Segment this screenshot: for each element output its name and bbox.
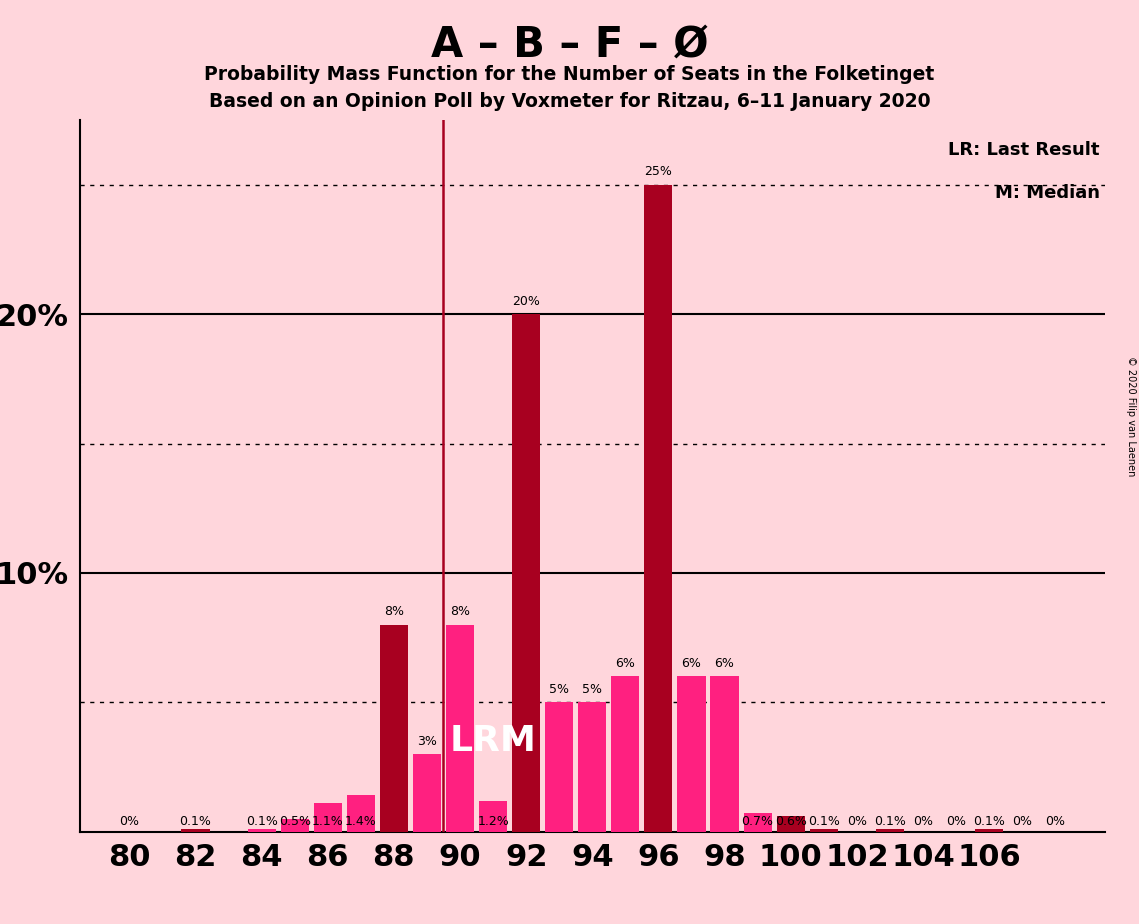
Text: 0.1%: 0.1% bbox=[973, 816, 1005, 829]
Text: LRM: LRM bbox=[450, 724, 536, 758]
Text: 8%: 8% bbox=[384, 605, 404, 618]
Text: 0%: 0% bbox=[846, 816, 867, 829]
Bar bbox=[313, 803, 342, 832]
Bar bbox=[346, 796, 375, 832]
Text: A – B – F – Ø: A – B – F – Ø bbox=[431, 23, 708, 65]
Text: 1.4%: 1.4% bbox=[345, 816, 377, 829]
Bar bbox=[711, 676, 738, 832]
Text: 0%: 0% bbox=[913, 816, 933, 829]
Text: 1.2%: 1.2% bbox=[477, 816, 509, 829]
Bar bbox=[513, 314, 540, 832]
Bar bbox=[280, 819, 309, 832]
Bar bbox=[446, 625, 474, 832]
Text: 0.1%: 0.1% bbox=[874, 816, 906, 829]
Text: 1.1%: 1.1% bbox=[312, 816, 344, 829]
Text: 0%: 0% bbox=[947, 816, 966, 829]
Text: 0.1%: 0.1% bbox=[808, 816, 839, 829]
Text: 0%: 0% bbox=[1046, 816, 1065, 829]
Text: 0.6%: 0.6% bbox=[775, 816, 806, 829]
Text: 3%: 3% bbox=[417, 735, 437, 748]
Text: 6%: 6% bbox=[681, 657, 702, 670]
Bar bbox=[480, 800, 507, 832]
Bar bbox=[678, 676, 705, 832]
Text: 6%: 6% bbox=[615, 657, 636, 670]
Bar bbox=[810, 829, 838, 832]
Text: © 2020 Filip van Laenen: © 2020 Filip van Laenen bbox=[1125, 356, 1136, 476]
Bar bbox=[744, 813, 771, 832]
Text: 0%: 0% bbox=[120, 816, 139, 829]
Text: 0.1%: 0.1% bbox=[180, 816, 212, 829]
Text: Probability Mass Function for the Number of Seats in the Folketinget: Probability Mass Function for the Number… bbox=[204, 65, 935, 84]
Text: 6%: 6% bbox=[714, 657, 735, 670]
Text: 5%: 5% bbox=[549, 683, 570, 696]
Bar bbox=[412, 754, 441, 832]
Text: 25%: 25% bbox=[645, 165, 672, 178]
Text: LR: Last Result: LR: Last Result bbox=[948, 141, 1099, 160]
Text: 20%: 20% bbox=[513, 295, 540, 308]
Bar bbox=[181, 829, 210, 832]
Bar bbox=[645, 185, 672, 832]
Bar bbox=[379, 625, 408, 832]
Text: 0.5%: 0.5% bbox=[279, 816, 311, 829]
Text: 0.7%: 0.7% bbox=[741, 816, 773, 829]
Text: Based on an Opinion Poll by Voxmeter for Ritzau, 6–11 January 2020: Based on an Opinion Poll by Voxmeter for… bbox=[208, 92, 931, 112]
Text: 0%: 0% bbox=[1013, 816, 1032, 829]
Bar bbox=[876, 829, 904, 832]
Text: 5%: 5% bbox=[582, 683, 603, 696]
Bar bbox=[247, 829, 276, 832]
Bar bbox=[777, 816, 805, 832]
Bar bbox=[546, 702, 573, 832]
Text: M: Median: M: Median bbox=[994, 184, 1099, 202]
Bar bbox=[579, 702, 606, 832]
Bar bbox=[975, 829, 1003, 832]
Text: 8%: 8% bbox=[450, 605, 470, 618]
Text: 0.1%: 0.1% bbox=[246, 816, 278, 829]
Bar bbox=[612, 676, 639, 832]
